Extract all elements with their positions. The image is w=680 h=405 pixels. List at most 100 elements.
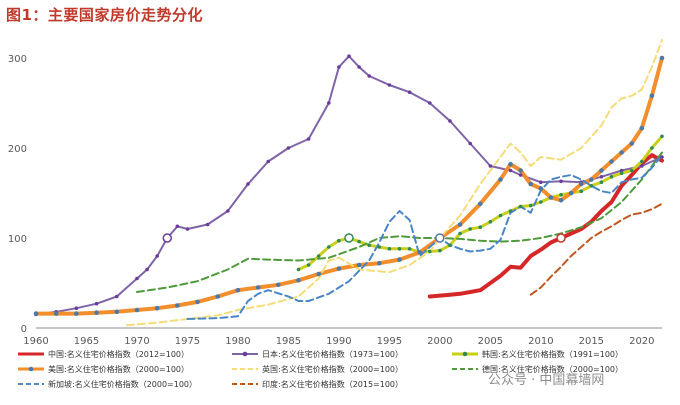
data-point xyxy=(448,119,452,123)
data-point xyxy=(558,197,564,203)
data-point xyxy=(458,231,462,236)
data-point xyxy=(407,247,412,251)
data-point xyxy=(367,74,371,78)
legend: 中国:名义住宅价格指数（2012=100） 日本:名义住宅价格指数（1973=10… xyxy=(18,349,623,389)
data-point xyxy=(226,209,230,213)
base-year-marker xyxy=(435,233,445,243)
x-tick-label: 1975 xyxy=(175,336,200,347)
base-year-marker xyxy=(556,233,566,243)
data-point xyxy=(528,203,533,208)
data-point xyxy=(316,254,321,258)
legend-label: 中国:名义住宅价格指数（2012=100） xyxy=(48,349,189,359)
data-point xyxy=(559,179,563,184)
data-point xyxy=(438,248,442,253)
data-point xyxy=(488,164,493,168)
data-point xyxy=(114,309,120,315)
data-point xyxy=(235,287,241,293)
x-tick-label: 2020 xyxy=(629,336,654,347)
data-point xyxy=(518,204,523,209)
data-point xyxy=(427,249,432,254)
data-point xyxy=(367,243,371,247)
data-point xyxy=(498,213,503,218)
data-point xyxy=(185,227,190,231)
x-tick-label: 2005 xyxy=(478,336,503,347)
data-point xyxy=(276,282,281,288)
data-point xyxy=(387,83,392,87)
data-point xyxy=(539,200,543,204)
data-point xyxy=(357,239,361,244)
legend-label: 韩国:名义住宅价格指数（1991=100） xyxy=(482,349,623,359)
data-point xyxy=(215,294,221,299)
legend-label: 日本:名义住宅价格指数（1973=100） xyxy=(262,349,403,359)
data-point xyxy=(134,307,140,313)
data-point xyxy=(387,247,392,251)
data-point xyxy=(478,225,483,229)
data-point xyxy=(286,146,291,150)
data-point xyxy=(377,245,382,249)
data-point xyxy=(266,159,271,164)
data-point xyxy=(619,168,624,173)
data-point xyxy=(528,181,534,187)
data-point xyxy=(397,257,402,262)
data-point xyxy=(538,186,544,191)
data-point xyxy=(518,173,523,177)
base-year-marker xyxy=(344,233,354,243)
data-point xyxy=(195,299,200,305)
data-point xyxy=(53,311,59,316)
x-tick-label: 1965 xyxy=(74,336,99,347)
data-point xyxy=(94,310,99,316)
y-tick-label: 100 xyxy=(8,234,27,245)
data-point xyxy=(488,220,493,224)
data-point xyxy=(296,267,301,272)
series-markers xyxy=(33,54,665,317)
data-point xyxy=(135,276,139,281)
series-line-8 xyxy=(529,202,663,296)
data-point xyxy=(316,271,322,277)
series-lines xyxy=(34,39,664,327)
base-year-marker xyxy=(162,233,173,243)
data-point xyxy=(629,168,634,173)
data-point xyxy=(498,177,503,182)
legend-marker xyxy=(242,351,248,357)
x-tick-label: 1995 xyxy=(377,336,402,347)
data-point xyxy=(508,209,513,213)
x-tick-label: 1990 xyxy=(326,336,351,347)
data-point xyxy=(639,125,645,131)
data-point xyxy=(619,150,624,155)
data-point xyxy=(539,180,543,184)
data-point xyxy=(589,177,594,182)
y-tick-label: 0 xyxy=(21,324,27,335)
data-point xyxy=(477,201,483,207)
data-point xyxy=(205,222,210,227)
chart-title: 图1：主要国家房价走势分化 xyxy=(6,6,203,24)
x-tick-label: 2010 xyxy=(528,336,553,347)
data-point xyxy=(599,168,604,173)
data-point xyxy=(347,54,351,58)
series-line-7 xyxy=(186,154,663,320)
data-point xyxy=(327,245,331,249)
data-point xyxy=(33,311,39,316)
data-point xyxy=(448,243,452,247)
series-line-2 xyxy=(35,55,663,316)
data-point xyxy=(357,65,361,69)
data-point xyxy=(114,294,119,299)
data-point xyxy=(559,193,563,197)
data-point xyxy=(609,159,614,164)
legend-marker xyxy=(462,351,468,357)
legend-label: 英国:名义住宅价格指数（2000=100） xyxy=(262,364,403,374)
data-point xyxy=(336,266,342,271)
y-tick-label: 200 xyxy=(8,144,27,155)
data-point xyxy=(417,250,422,255)
data-point xyxy=(548,195,554,200)
data-point xyxy=(640,164,644,168)
data-point xyxy=(578,181,584,187)
data-point xyxy=(508,161,513,167)
data-point xyxy=(407,90,412,94)
data-point xyxy=(660,134,664,139)
data-point xyxy=(468,227,472,231)
data-point xyxy=(145,267,149,272)
data-point xyxy=(579,189,584,193)
x-tick-label: 1985 xyxy=(276,336,301,347)
base-year-markers xyxy=(162,233,566,243)
